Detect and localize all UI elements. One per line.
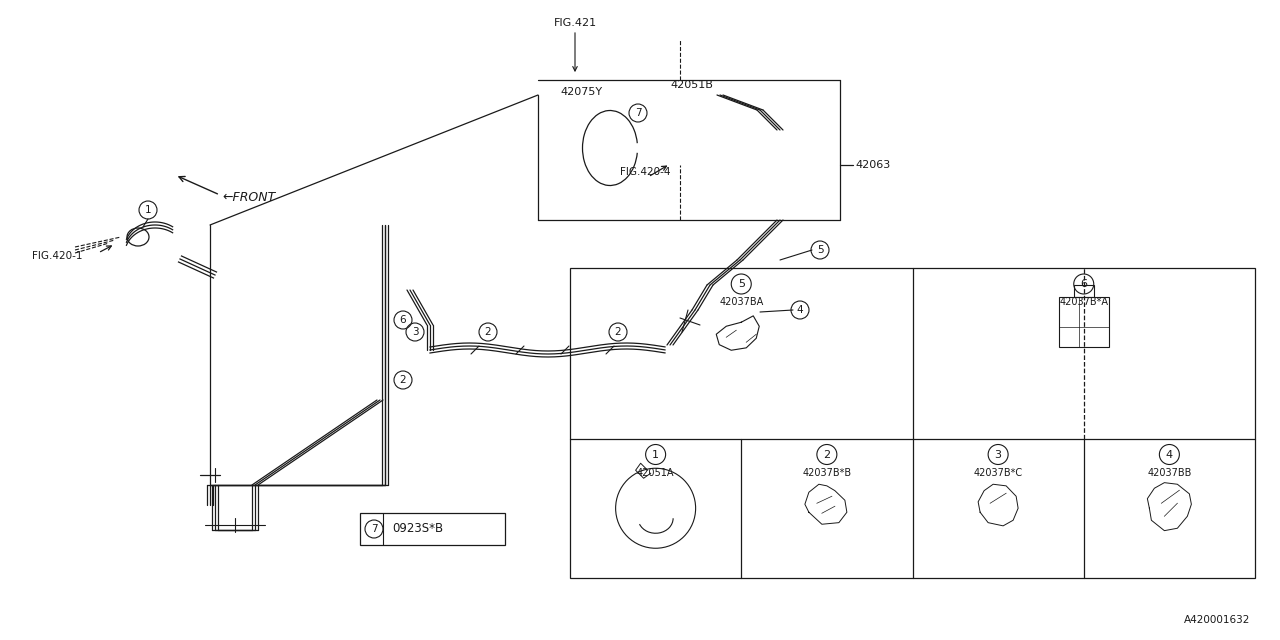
Text: 3: 3: [995, 449, 1002, 460]
Text: 42075Y: 42075Y: [561, 87, 602, 97]
Text: 42037B*B: 42037B*B: [803, 467, 851, 477]
Text: 4: 4: [796, 305, 804, 315]
Text: A420001632: A420001632: [1184, 615, 1251, 625]
Bar: [1074, 285, 1093, 297]
Text: 42037B*A: 42037B*A: [1060, 297, 1108, 307]
Text: 42051A: 42051A: [637, 467, 675, 477]
Bar: [1059, 297, 1108, 348]
Text: 5: 5: [817, 245, 823, 255]
Text: 42037B*C: 42037B*C: [974, 467, 1023, 477]
Text: 7: 7: [635, 108, 641, 118]
Text: 42037BA: 42037BA: [719, 297, 763, 307]
Text: 7: 7: [371, 524, 378, 534]
Bar: [360, 513, 506, 545]
Text: 0923S*B: 0923S*B: [392, 522, 443, 536]
Text: 1: 1: [652, 449, 659, 460]
Text: 3: 3: [412, 327, 419, 337]
Bar: [570, 268, 1254, 578]
Text: 2: 2: [614, 327, 621, 337]
Text: FIG.421: FIG.421: [553, 18, 596, 28]
Text: FIG.420-1: FIG.420-1: [32, 251, 82, 261]
Text: 6: 6: [399, 315, 406, 325]
Text: 2: 2: [485, 327, 492, 337]
Text: 2: 2: [823, 449, 831, 460]
Text: 4: 4: [1166, 449, 1172, 460]
Text: 1: 1: [145, 205, 151, 215]
Text: 2: 2: [399, 375, 406, 385]
Text: 6: 6: [1080, 279, 1087, 289]
Text: FIG.420-4: FIG.420-4: [620, 167, 671, 177]
Text: 42037BB: 42037BB: [1147, 467, 1192, 477]
Text: 42063: 42063: [855, 160, 891, 170]
Text: 42051B: 42051B: [669, 80, 713, 90]
Text: ←FRONT: ←FRONT: [221, 191, 275, 204]
Text: 5: 5: [737, 279, 745, 289]
